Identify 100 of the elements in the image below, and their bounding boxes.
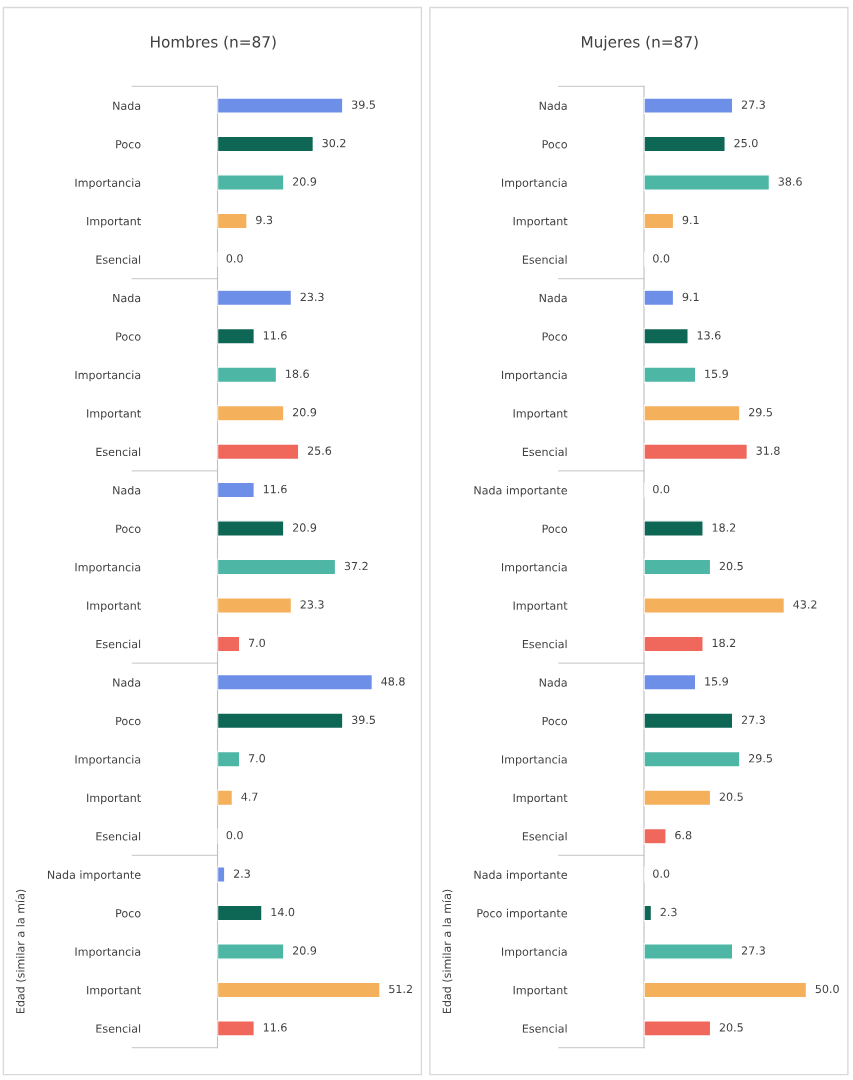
y-tick-label: Important [87, 409, 141, 420]
y-tick-label: Importancia [501, 947, 567, 959]
y-tick-label: Importancia [501, 370, 567, 382]
y-tick-label: Important [513, 409, 568, 420]
y-tick-label: Esencial [96, 447, 141, 457]
y-tick-label: Poco [542, 140, 568, 149]
data-label: 30.2 [322, 138, 346, 148]
data-label: 20.9 [292, 408, 317, 417]
y-tick-label: Poco [116, 524, 141, 533]
data-label: 11.6 [263, 1023, 287, 1032]
y-tick-label: Important [87, 986, 141, 997]
data-label: 20.9 [292, 177, 317, 186]
data-label: 9.1 [682, 292, 699, 302]
y-tick-label: Poco [116, 909, 141, 918]
y-tick-label: Esencial [522, 1024, 567, 1033]
data-label: 18.2 [712, 638, 736, 648]
y-tick-label: Nada [539, 101, 567, 110]
data-label: 50.0 [815, 984, 839, 994]
data-label: 43.2 [793, 600, 817, 609]
data-label: 20.5 [719, 561, 743, 571]
data-label: 0.0 [226, 254, 243, 263]
data-label: 20.5 [719, 1023, 743, 1032]
y-tick-label: Esencial [522, 831, 567, 841]
data-label: 27.3 [741, 946, 765, 955]
y-tick-label: Important [513, 793, 568, 805]
data-label: 2.3 [660, 907, 677, 917]
data-label: 9.1 [682, 215, 699, 225]
y-tick-label: Nada [113, 485, 141, 495]
data-label: 23.3 [300, 292, 324, 302]
y-tick-label: Important [87, 217, 141, 228]
y-tick-label: Poco importante [477, 908, 568, 920]
y-tick-label: Importancia [75, 370, 141, 382]
data-label: 27.3 [741, 715, 765, 725]
data-label: 39.5 [352, 100, 375, 109]
y-tick-label: Poco [542, 716, 568, 726]
y-tick-label: Importancia [501, 178, 567, 190]
data-label: 20.9 [292, 946, 317, 955]
y-tick-label: Importancia [501, 562, 567, 574]
text: Edad (similar a la mía) [15, 889, 26, 1014]
data-label: 7.0 [248, 638, 265, 648]
data-label: 18.2 [712, 523, 736, 532]
y-tick-label: Esencial [96, 1024, 141, 1033]
data-label: 15.9 [705, 369, 728, 378]
data-label: 29.5 [749, 408, 772, 417]
y-tick-label: Nada [113, 101, 141, 110]
data-label: 2.3 [233, 869, 250, 878]
y-tick-label: Nada [113, 293, 141, 303]
y-tick-label: Importancia [75, 755, 141, 766]
y-tick-label: Esencial [522, 447, 567, 457]
y-tick-label: Importancia [501, 755, 567, 766]
data-label: 23.3 [300, 600, 324, 609]
y-tick-label: Esencial [96, 255, 141, 264]
y-tick-label: Esencial [96, 831, 141, 841]
data-label: 13.6 [697, 331, 721, 340]
y-tick-label: Nada [113, 678, 141, 687]
y-tick-label: Nada importante [474, 870, 568, 882]
y-tick-label: Nada importante [474, 485, 568, 497]
y-tick-label: Important [513, 986, 568, 997]
y-tick-label: Importancia [75, 947, 141, 959]
data-label: 51.2 [389, 984, 412, 994]
data-label: 20.5 [719, 792, 743, 801]
data-label: 25.0 [734, 138, 758, 148]
data-label: 39.5 [352, 715, 375, 725]
y-tick-label: Important [87, 793, 141, 805]
data-label: 11.6 [263, 484, 287, 494]
data-label: 20.9 [292, 523, 317, 532]
y-tick-label: Poco [116, 140, 141, 149]
data-label: 38.6 [778, 177, 802, 186]
y-tick-label: Important [513, 217, 568, 228]
data-label: 31.8 [756, 446, 780, 455]
data-label: 6.8 [675, 830, 692, 840]
y-tick-label: Poco [542, 524, 568, 533]
data-label: 27.3 [741, 100, 765, 109]
data-label: 48.8 [381, 677, 405, 686]
chart-title: Mujeres (n=87) [582, 35, 698, 51]
data-label: 37.2 [344, 561, 368, 571]
data-label: 25.6 [307, 446, 332, 455]
data-label: 0.0 [226, 830, 243, 840]
text: Edad (similar a la mía) [442, 889, 453, 1014]
chart-title: Hombres (n=87) [151, 35, 276, 50]
y-tick-label: Important [513, 601, 568, 612]
y-tick-label: Poco [116, 716, 141, 726]
data-label: 4.7 [241, 792, 258, 801]
data-label: 0.0 [653, 869, 670, 878]
data-label: 29.5 [749, 754, 772, 763]
data-label: 15.9 [705, 677, 728, 686]
data-label: 7.0 [248, 754, 265, 763]
y-tick-label: Important [87, 601, 141, 612]
y-tick-label: Importancia [75, 562, 141, 574]
y-tick-label: Esencial [522, 639, 567, 649]
y-tick-label: Nada importante [47, 870, 141, 882]
y-tick-label: Poco [542, 332, 568, 341]
data-label: 9.3 [256, 215, 273, 225]
data-label: 14.0 [271, 907, 295, 917]
data-label: 11.6 [263, 331, 287, 340]
y-tick-label: Esencial [522, 255, 567, 264]
data-label: 0.0 [653, 254, 670, 263]
y-tick-label: Nada [539, 678, 567, 687]
y-tick-label: Esencial [96, 639, 141, 649]
y-tick-label: Poco [116, 332, 141, 341]
